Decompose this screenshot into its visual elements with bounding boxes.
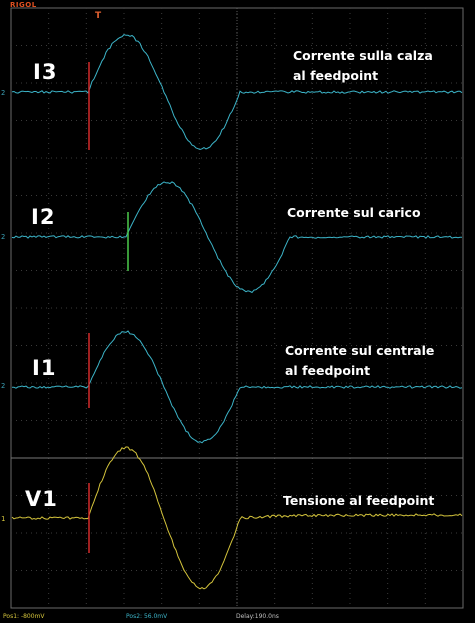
channel-2-ground-marker-b: 2 — [1, 233, 6, 241]
caption-i1-line2: al feedpoint — [285, 363, 371, 378]
status-delay: Delay:190.0ns — [236, 613, 279, 620]
caption-i3-line1: Corrente sulla calza — [293, 48, 433, 63]
trace-label-i2: I2 — [31, 205, 56, 229]
trace-label-v1: V1 — [25, 487, 58, 511]
channel-2-ground-marker: 2 — [1, 89, 6, 97]
channel-1-ground-marker: 1 — [1, 515, 6, 523]
status-pos2: Pos2: 56.0mV — [126, 613, 168, 620]
waveform-i3 — [11, 34, 463, 151]
status-pos1: Pos1: -800mV — [3, 613, 45, 620]
caption-i2-line1: Corrente sul carico — [287, 205, 421, 220]
trigger-position-marker: T — [95, 11, 102, 21]
waveform-i2 — [11, 181, 462, 294]
caption-v1-line1: Tensione al feedpoint — [283, 493, 435, 508]
trace-label-i1: I1 — [32, 356, 57, 380]
trace-label-i3: I3 — [33, 60, 58, 84]
brand-logo: RIGOL — [10, 1, 37, 9]
caption-i3-line2: al feedpoint — [293, 68, 379, 83]
waveform-i1 — [12, 330, 463, 444]
caption-i1-line1: Corrente sul centrale — [285, 343, 435, 358]
channel-2-ground-marker-c: 2 — [1, 382, 6, 390]
waveform-v1 — [11, 446, 463, 590]
